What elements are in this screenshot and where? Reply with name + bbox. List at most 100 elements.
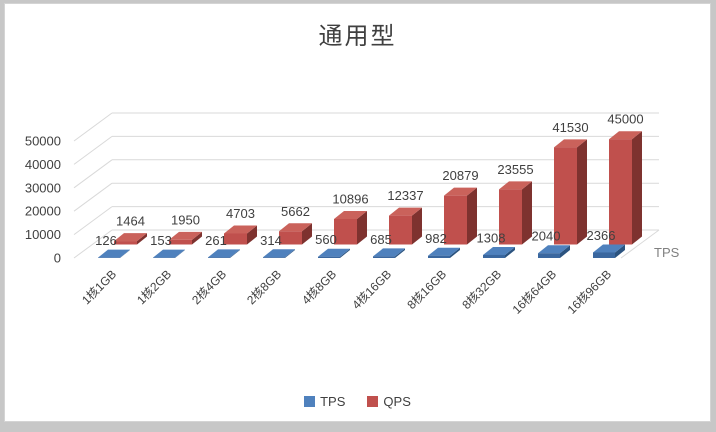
tps-bar-top bbox=[373, 248, 405, 257]
qps-data-label: 5662 bbox=[281, 204, 310, 219]
qps-bar bbox=[169, 239, 192, 245]
tps-data-label: 982 bbox=[425, 231, 447, 246]
category-label: 8核32GB bbox=[459, 267, 504, 312]
tps-legend-label: TPS bbox=[320, 394, 346, 409]
tps-bar-side bbox=[560, 245, 570, 258]
legend: TPS QPS bbox=[5, 394, 710, 409]
qps-bar-top bbox=[554, 139, 587, 148]
category-label: 16核96GB bbox=[565, 267, 615, 317]
qps-data-label: 45000 bbox=[607, 112, 643, 127]
qps-bar bbox=[609, 139, 632, 245]
legend-item-tps[interactable]: TPS bbox=[304, 394, 345, 409]
tps-data-label: 261 bbox=[205, 233, 227, 248]
qps-bar-side bbox=[467, 187, 477, 245]
qps-bar-top bbox=[499, 181, 532, 190]
qps-bar bbox=[279, 231, 302, 245]
plot-area: 0 10000 20000 30000 40000 50000 1核1GB 1核2GB 2核4G… bbox=[25, 112, 660, 317]
tps-bar-side bbox=[450, 247, 460, 258]
qps-bar-side bbox=[577, 139, 587, 245]
category-label: 1核1GB bbox=[79, 267, 119, 307]
qps-bar bbox=[334, 219, 357, 245]
qps-bar bbox=[224, 233, 247, 245]
tps-bar-side bbox=[615, 244, 625, 258]
legend-item-qps[interactable]: QPS bbox=[367, 394, 411, 409]
tps-bar bbox=[538, 253, 560, 258]
depth-axis-label: TPS bbox=[654, 245, 680, 260]
tps-bar-side bbox=[505, 246, 515, 258]
tps-bar-top bbox=[538, 245, 570, 254]
y-tick-label: 20000 bbox=[25, 204, 61, 219]
qps-bar-side bbox=[522, 181, 532, 245]
y-tick-label: 50000 bbox=[25, 134, 61, 149]
gridline-diagonal bbox=[73, 229, 113, 259]
qps-bar bbox=[114, 241, 137, 245]
tps-bar-side bbox=[285, 249, 295, 258]
qps-data-label: 23555 bbox=[497, 162, 533, 177]
category-label: 2核4GB bbox=[189, 267, 229, 307]
qps-bar bbox=[554, 147, 577, 245]
tps-bar bbox=[428, 255, 450, 258]
tps-data-label: 2040 bbox=[532, 229, 561, 244]
tps-bar bbox=[263, 257, 285, 258]
tps-bar-top bbox=[153, 249, 185, 258]
qps-bar-top bbox=[224, 225, 257, 234]
y-tick-label: 40000 bbox=[25, 157, 61, 172]
tps-bar-top bbox=[593, 244, 625, 253]
qps-bar-side bbox=[192, 231, 202, 245]
qps-bar-top bbox=[114, 233, 147, 242]
tps-bar-top bbox=[483, 246, 515, 255]
chart-title: 通用型 bbox=[318, 23, 397, 50]
qps-bar-side bbox=[302, 223, 312, 245]
category-label: 16核64GB bbox=[510, 267, 560, 317]
qps-data-label: 41530 bbox=[552, 120, 588, 135]
y-tick-label: 30000 bbox=[25, 180, 61, 195]
gridline-diagonal bbox=[73, 182, 113, 212]
tps-bar bbox=[483, 254, 505, 258]
category-label: 2核8GB bbox=[244, 267, 284, 307]
tps-data-label: 153 bbox=[150, 233, 172, 248]
tps-data-label: 126 bbox=[95, 233, 117, 248]
category-label: 8核16GB bbox=[404, 267, 449, 312]
qps-bar-top bbox=[389, 207, 422, 216]
tps-bar bbox=[373, 256, 395, 258]
tps-bar bbox=[318, 256, 340, 258]
qps-data-label: 1950 bbox=[171, 212, 200, 227]
tps-data-label: 685 bbox=[370, 232, 392, 247]
y-tick-label: 0 bbox=[54, 251, 61, 266]
qps-legend-swatch-icon bbox=[367, 396, 379, 407]
qps-bar-side bbox=[357, 211, 367, 245]
qps-bar-side bbox=[247, 225, 257, 245]
floor-edge bbox=[620, 229, 660, 259]
qps-bar-side bbox=[632, 131, 642, 245]
qps-bar bbox=[499, 189, 522, 245]
tps-bar-side bbox=[230, 249, 240, 258]
qps-bar-side bbox=[137, 233, 147, 245]
tps-bar-side bbox=[340, 248, 350, 258]
qps-data-label: 4703 bbox=[226, 206, 255, 221]
qps-bar-top bbox=[444, 187, 477, 196]
tps-bar bbox=[208, 257, 230, 258]
tps-data-label: 314 bbox=[260, 233, 282, 248]
y-tick-label: 10000 bbox=[25, 227, 61, 242]
qps-legend-label: QPS bbox=[383, 394, 411, 409]
tps-bar-top bbox=[428, 247, 460, 256]
tps-bar-top bbox=[318, 248, 350, 257]
qps-bar-top bbox=[334, 211, 367, 220]
category-label: 4核8GB bbox=[299, 267, 339, 307]
qps-bar-side bbox=[412, 207, 422, 245]
tps-bar-top bbox=[98, 249, 130, 258]
tps-legend-swatch-icon bbox=[304, 396, 316, 407]
qps-data-label: 12337 bbox=[387, 188, 423, 203]
tps-bar-side bbox=[395, 248, 405, 258]
qps-bar-top bbox=[609, 131, 642, 140]
qps-bar bbox=[444, 195, 467, 245]
gridline-diagonal bbox=[73, 159, 113, 189]
tps-data-label: 1308 bbox=[477, 230, 506, 245]
qps-bar-top bbox=[169, 231, 202, 240]
tps-bar-side bbox=[175, 249, 185, 258]
gridline-diagonal bbox=[73, 135, 113, 165]
tps-bar-top bbox=[208, 249, 240, 258]
chart-area: 通用型 0 10000 20000 30000 40000 50000 1核1GB 1核2GB… bbox=[4, 3, 711, 422]
qps-bar bbox=[389, 215, 412, 245]
